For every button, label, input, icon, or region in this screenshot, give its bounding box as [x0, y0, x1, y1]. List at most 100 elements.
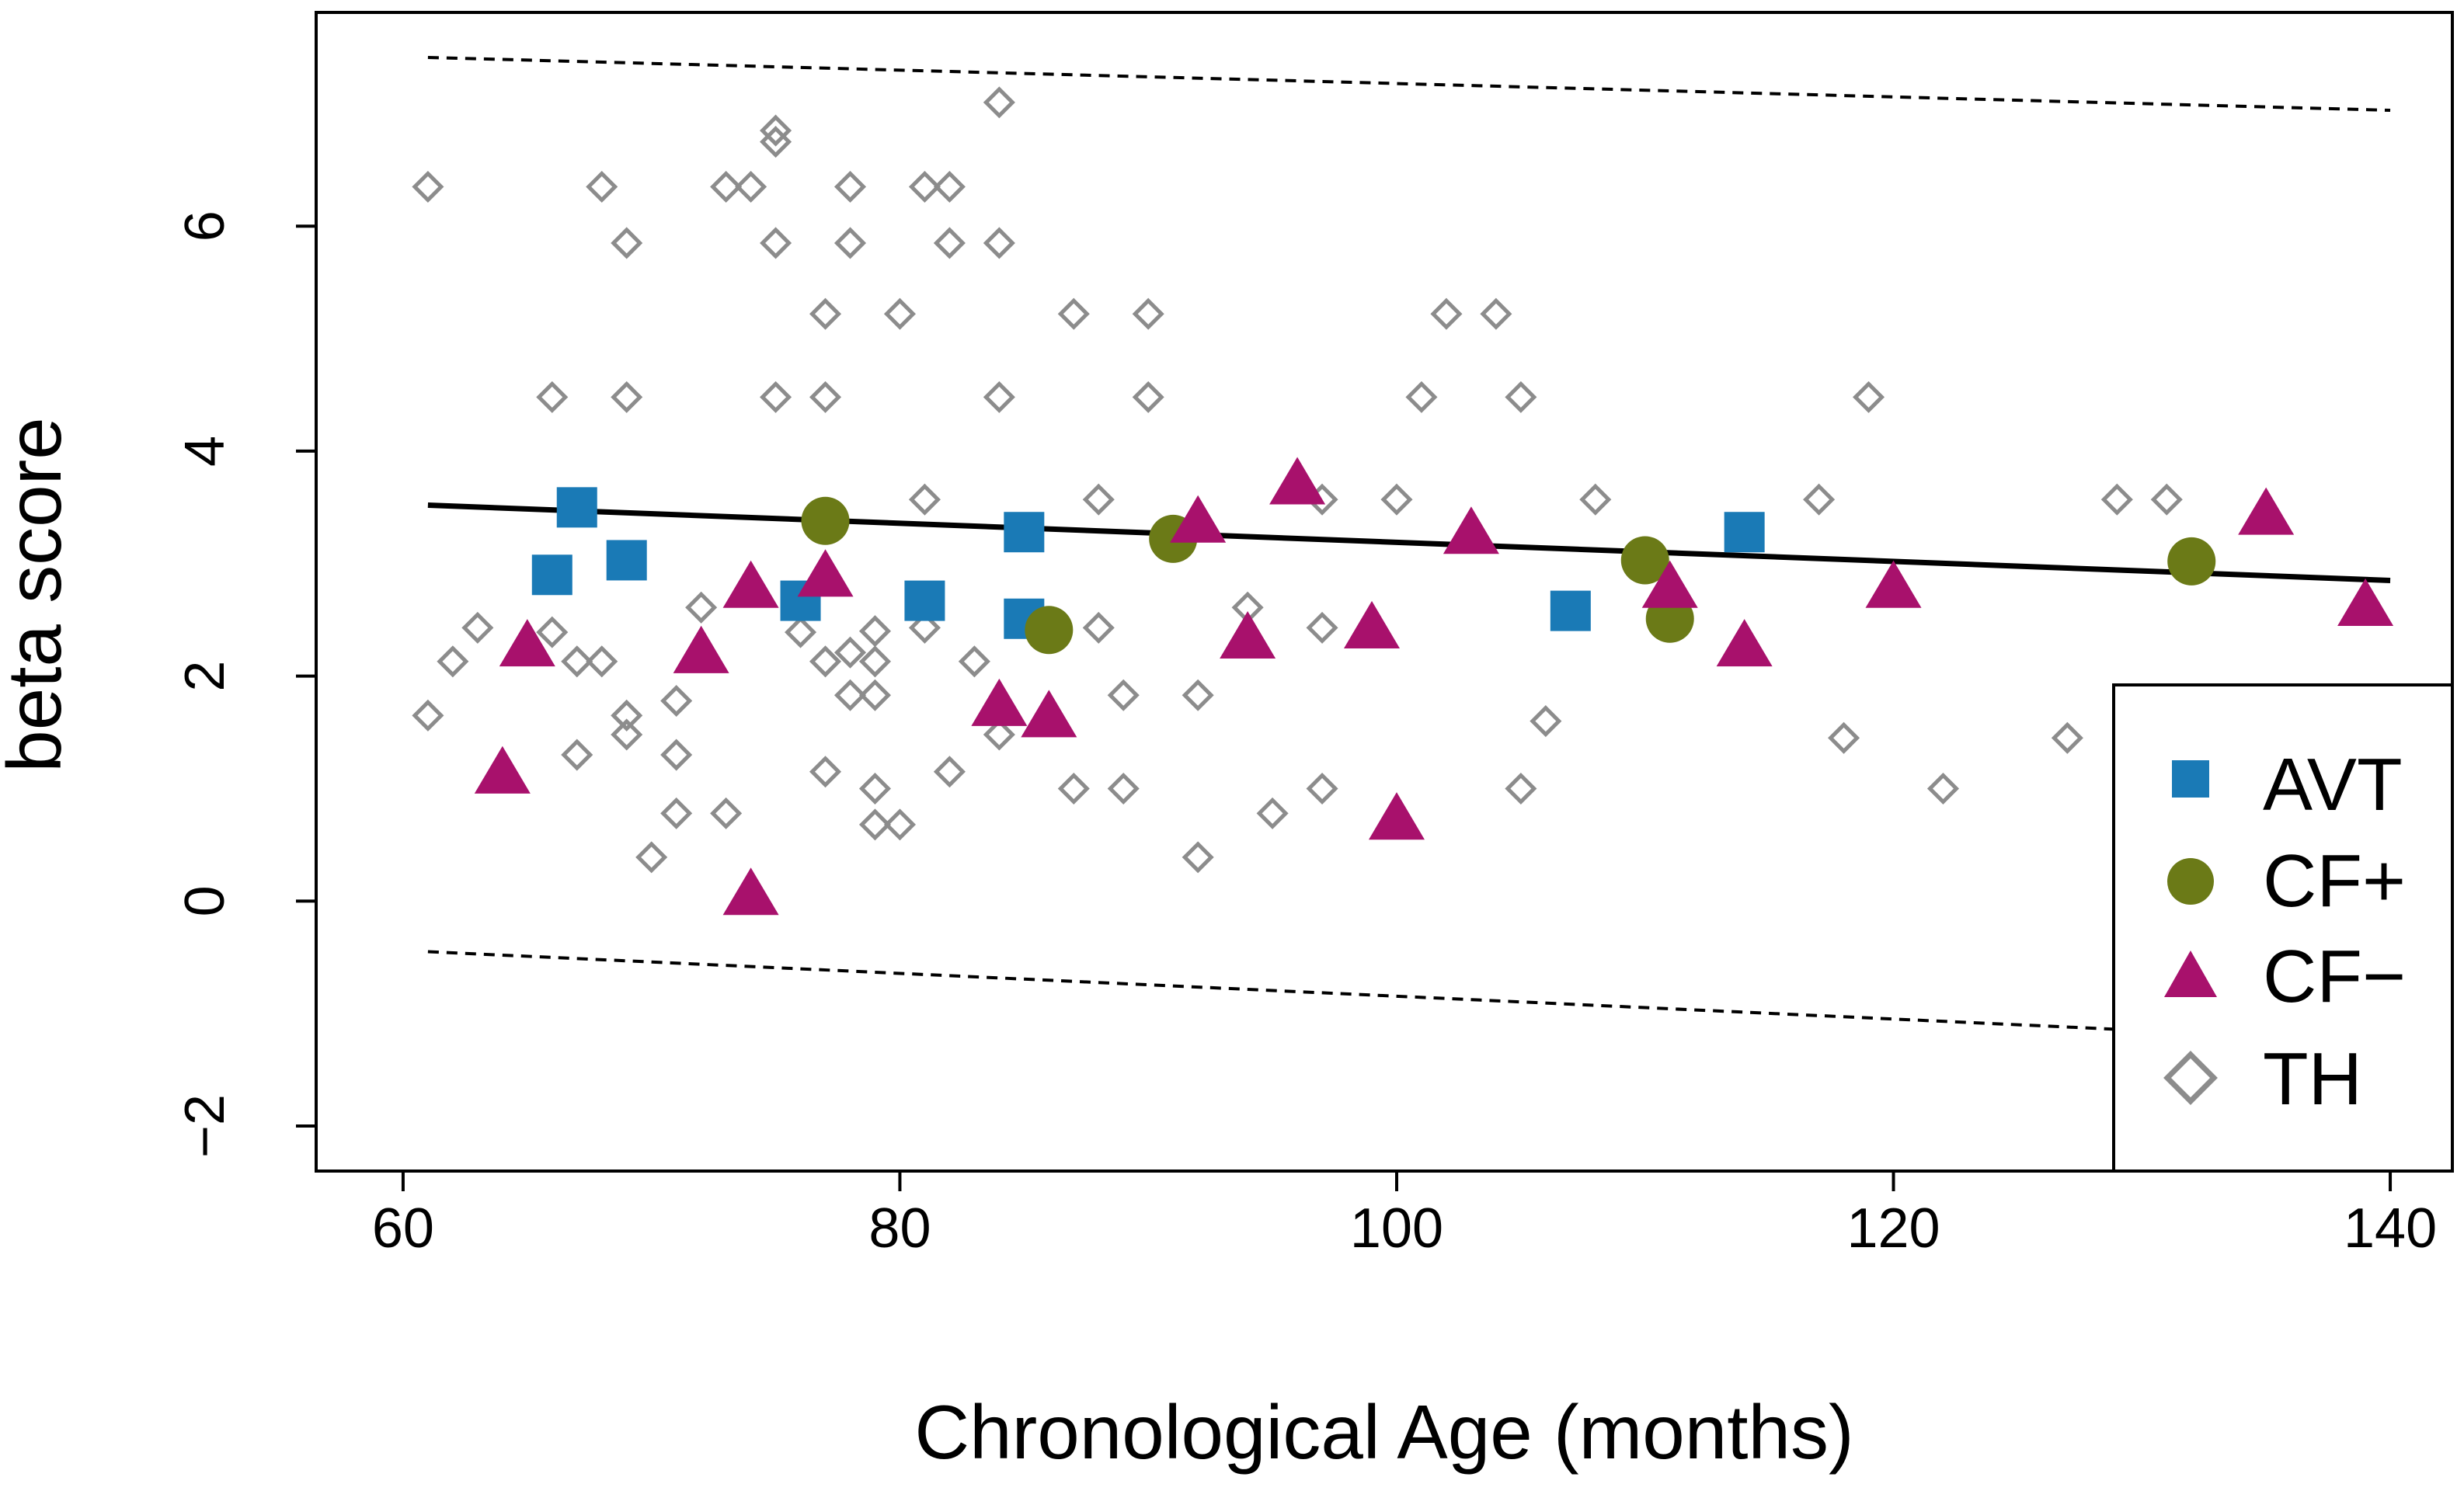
point-th-77: [1828, 721, 1860, 754]
x-tick-label: 60: [372, 1197, 434, 1260]
legend-item-cf-minus: CF−: [2164, 935, 2406, 1018]
point-cf-minus-10: [1269, 457, 1326, 505]
legend-item-th: TH: [2163, 1037, 2362, 1121]
point-th-29: [809, 645, 842, 678]
point-th-13: [611, 718, 643, 751]
point-avt-7: [1550, 590, 1591, 631]
point-th-4: [536, 381, 569, 413]
point-th-33: [834, 636, 867, 669]
point-cf-minus-17: [2238, 487, 2295, 535]
point-th-68: [1380, 483, 1413, 516]
x-axis-label: Chronological Age (months): [914, 1389, 1853, 1475]
point-cf-minus-3: [722, 560, 779, 608]
point-th-82: [2150, 483, 2183, 516]
point-cf-minus-4: [722, 867, 779, 916]
point-th-28: [809, 381, 842, 413]
point-th-60: [1132, 381, 1164, 413]
reference-lines: [427, 55, 2391, 1032]
point-th-22: [760, 114, 792, 147]
point-th-18: [685, 591, 718, 624]
point-th-51: [983, 381, 1015, 413]
point-th-61: [1182, 679, 1214, 711]
point-cf-plus-1: [1025, 606, 1074, 655]
point-th-23: [760, 126, 792, 158]
point-th-9: [586, 645, 618, 678]
point-cf-minus-13: [1443, 506, 1499, 554]
point-th-0: [412, 170, 444, 203]
point-th-78: [1853, 381, 1885, 413]
point-th-73: [1505, 772, 1537, 805]
point-th-37: [858, 679, 892, 711]
point-cf-minus-5: [797, 549, 854, 597]
point-th-62: [1182, 841, 1214, 874]
point-th-66: [1306, 611, 1338, 644]
y-tick-label: 4: [174, 436, 236, 467]
legend-marker-avt: [2172, 760, 2209, 798]
point-th-39: [858, 808, 892, 841]
legend-item-avt: AVT: [2172, 743, 2403, 826]
point-th-59: [1132, 297, 1164, 330]
point-cf-minus-9: [1220, 610, 1276, 659]
axes: 60 80 100 120 140 −2 0 2 4 6: [174, 210, 2437, 1260]
point-th-35: [858, 615, 892, 648]
legend-box: [2112, 683, 2454, 1173]
point-th-50: [983, 227, 1015, 259]
prediction-lower-line: [427, 950, 2142, 1032]
point-th-55: [1082, 483, 1115, 516]
point-th-43: [908, 483, 941, 516]
point-th-26: [785, 616, 817, 648]
point-th-52: [983, 718, 1015, 751]
point-cf-minus-16: [1865, 560, 1922, 608]
point-avt-8: [1724, 512, 1765, 553]
legend-label-th: TH: [2263, 1037, 2362, 1121]
point-cf-minus-2: [673, 625, 729, 673]
point-th-72: [1505, 381, 1537, 413]
prediction-upper-line: [427, 55, 2391, 113]
point-th-49: [983, 86, 1015, 119]
point-th-64: [1256, 797, 1289, 829]
point-th-48: [958, 645, 990, 678]
x-tick-label: 120: [1846, 1197, 1940, 1260]
legend-marker-th: [2163, 1051, 2218, 1105]
point-th-45: [933, 170, 966, 203]
point-th-58: [1107, 772, 1140, 805]
point-avt-4: [904, 580, 945, 621]
point-cf-plus-5: [2167, 537, 2216, 586]
point-th-7: [561, 739, 593, 771]
point-avt-1: [556, 487, 597, 528]
point-th-8: [586, 170, 618, 203]
point-th-19: [710, 170, 743, 203]
point-avt-2: [606, 540, 647, 581]
point-th-15: [660, 684, 693, 718]
point-th-57: [1107, 679, 1140, 711]
point-th-41: [883, 808, 916, 841]
point-cf-plus-0: [801, 496, 850, 545]
point-th-20: [710, 797, 743, 829]
point-avt-5: [1004, 512, 1045, 553]
point-th-79: [1926, 772, 1960, 805]
point-th-11: [611, 381, 643, 413]
point-th-47: [933, 756, 966, 788]
point-th-81: [2100, 483, 2133, 516]
point-cf-minus-11: [1344, 600, 1401, 648]
y-tick-label: 6: [174, 210, 236, 242]
legend-item-cf-plus: CF+: [2167, 839, 2406, 923]
legend-label-cf-minus: CF−: [2263, 935, 2406, 1018]
y-tick-label: −2: [174, 1094, 236, 1158]
point-cf-plus-3: [1620, 536, 1669, 585]
legend-label-cf-plus: CF+: [2263, 839, 2406, 923]
point-th-5: [536, 616, 569, 648]
point-th-71: [1480, 297, 1512, 330]
plot-frame: [315, 11, 2454, 1173]
legend-marker-cf-minus: [2164, 951, 2217, 997]
legend: AVT CF+ CF− TH: [2112, 683, 2454, 1173]
point-th-17: [660, 797, 693, 829]
legend-label-avt: AVT: [2263, 743, 2403, 826]
x-tick-label: 140: [2344, 1197, 2437, 1260]
point-cf-minus-12: [1368, 792, 1425, 840]
point-th-10: [611, 227, 643, 259]
x-tick-label: 80: [868, 1197, 931, 1260]
point-cf-minus-8: [1170, 495, 1227, 543]
point-th-74: [1530, 705, 1562, 738]
point-cf-minus-6: [971, 678, 1028, 726]
